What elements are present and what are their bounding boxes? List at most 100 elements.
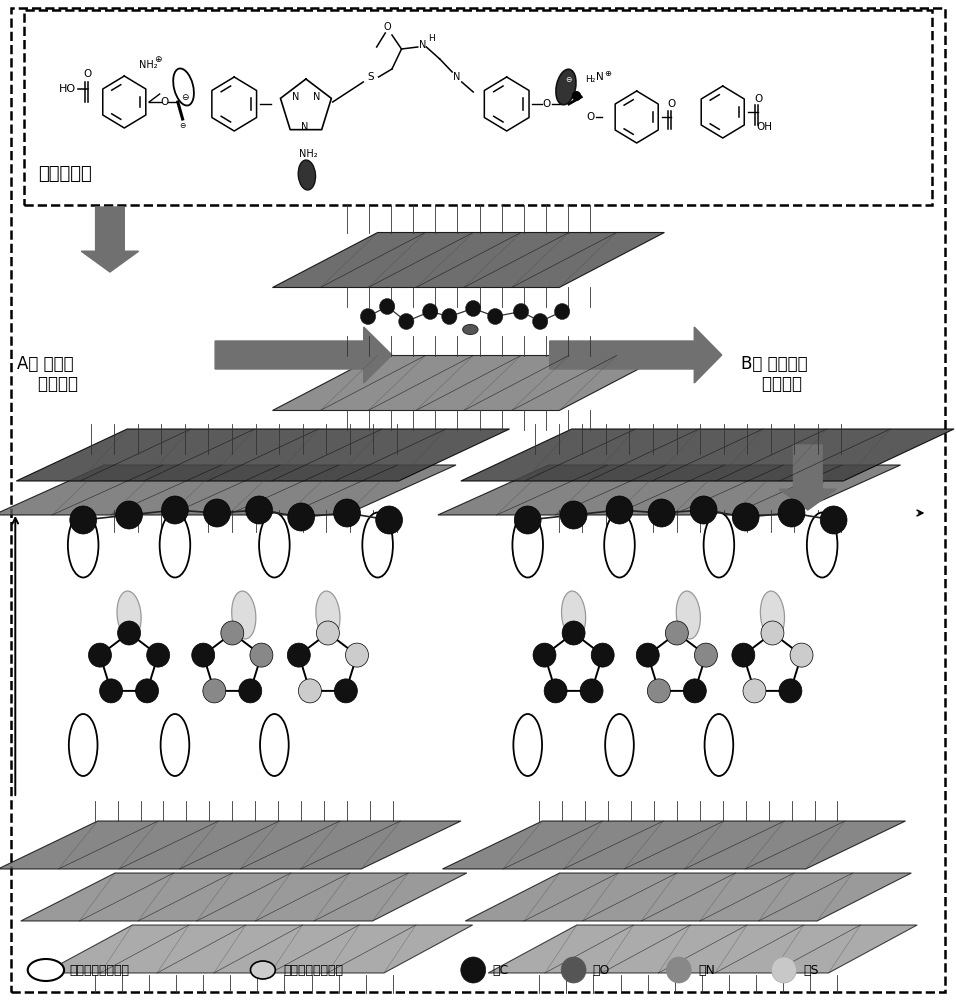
Text: ⊕: ⊕ <box>604 70 612 79</box>
Circle shape <box>345 643 368 667</box>
Text: ⊖: ⊖ <box>181 94 188 103</box>
Circle shape <box>239 679 262 703</box>
Ellipse shape <box>173 68 194 106</box>
Text: ⊖: ⊖ <box>566 76 572 85</box>
Ellipse shape <box>68 512 98 578</box>
Circle shape <box>580 679 603 703</box>
Circle shape <box>423 304 438 320</box>
Circle shape <box>561 957 586 983</box>
Polygon shape <box>489 925 917 973</box>
Text: O: O <box>587 112 595 122</box>
Circle shape <box>221 621 244 645</box>
Ellipse shape <box>705 714 733 776</box>
Circle shape <box>376 506 402 534</box>
Text: H: H <box>427 34 435 43</box>
Circle shape <box>513 304 529 320</box>
Ellipse shape <box>807 512 837 578</box>
Ellipse shape <box>605 714 634 776</box>
Circle shape <box>665 621 688 645</box>
Text: A： 质子化
    探针修饰: A： 质子化 探针修饰 <box>17 355 78 393</box>
Circle shape <box>250 643 272 667</box>
Text: N: N <box>301 122 309 132</box>
Text: N: N <box>419 40 426 50</box>
Circle shape <box>684 679 706 703</box>
Ellipse shape <box>604 512 635 578</box>
Text: ⊕: ⊕ <box>154 55 162 64</box>
Ellipse shape <box>676 591 701 639</box>
Text: O: O <box>754 94 762 104</box>
Polygon shape <box>0 465 456 515</box>
Text: NH₂: NH₂ <box>298 149 317 159</box>
Text: O: O <box>543 99 551 109</box>
Circle shape <box>778 499 805 527</box>
Circle shape <box>732 643 755 667</box>
Ellipse shape <box>28 959 64 981</box>
Text: H₂: H₂ <box>586 75 596 84</box>
Circle shape <box>779 679 802 703</box>
Text: B： 返混沉淠
    插层组装: B： 返混沉淠 插层组装 <box>741 355 808 393</box>
Polygon shape <box>466 873 911 921</box>
Circle shape <box>690 496 717 524</box>
Polygon shape <box>272 232 664 288</box>
Circle shape <box>694 643 717 667</box>
Text: ：S: ：S <box>803 964 818 976</box>
Circle shape <box>288 643 311 667</box>
Ellipse shape <box>556 69 576 105</box>
Circle shape <box>288 503 315 531</box>
Polygon shape <box>272 356 664 410</box>
Circle shape <box>666 957 691 983</box>
Circle shape <box>335 679 358 703</box>
Text: 三氮唆示例: 三氮唆示例 <box>38 165 92 183</box>
Polygon shape <box>21 873 467 921</box>
Ellipse shape <box>259 512 290 578</box>
Circle shape <box>298 679 321 703</box>
FancyArrow shape <box>779 445 836 510</box>
Text: OH: OH <box>757 122 772 132</box>
Text: ：客体分子间氢键: ：客体分子间氢键 <box>283 964 343 976</box>
Ellipse shape <box>362 512 393 578</box>
Circle shape <box>648 499 675 527</box>
Text: O: O <box>161 97 168 107</box>
Circle shape <box>637 643 660 667</box>
Circle shape <box>246 496 272 524</box>
FancyArrow shape <box>81 207 139 272</box>
Text: ⊖: ⊖ <box>180 121 185 130</box>
Circle shape <box>514 506 541 534</box>
Circle shape <box>204 499 230 527</box>
Text: ●: ● <box>570 89 581 102</box>
FancyArrow shape <box>215 327 392 383</box>
Circle shape <box>162 496 188 524</box>
Polygon shape <box>16 429 510 481</box>
Ellipse shape <box>161 714 189 776</box>
Circle shape <box>360 308 376 324</box>
Circle shape <box>466 300 481 316</box>
Circle shape <box>146 643 169 667</box>
Circle shape <box>334 499 360 527</box>
Circle shape <box>380 298 395 314</box>
Ellipse shape <box>117 591 141 639</box>
Circle shape <box>820 506 847 534</box>
Circle shape <box>591 643 614 667</box>
Polygon shape <box>461 429 954 481</box>
Ellipse shape <box>231 591 256 639</box>
Text: ：O: ：O <box>593 964 610 976</box>
Circle shape <box>647 679 670 703</box>
Circle shape <box>532 314 548 330</box>
Text: HO: HO <box>59 84 76 94</box>
Text: N: N <box>453 72 461 82</box>
Circle shape <box>203 679 226 703</box>
Ellipse shape <box>760 591 785 639</box>
Bar <box>24 10 932 205</box>
Circle shape <box>732 503 759 531</box>
Text: N: N <box>313 92 320 102</box>
Ellipse shape <box>250 961 275 979</box>
Text: ：C: ：C <box>492 964 509 976</box>
Text: O: O <box>667 99 675 109</box>
Circle shape <box>488 308 503 324</box>
Text: NH₂: NH₂ <box>139 60 158 70</box>
Circle shape <box>116 501 142 529</box>
Circle shape <box>70 506 97 534</box>
Circle shape <box>761 621 784 645</box>
Circle shape <box>442 308 457 324</box>
Text: O: O <box>383 22 391 32</box>
